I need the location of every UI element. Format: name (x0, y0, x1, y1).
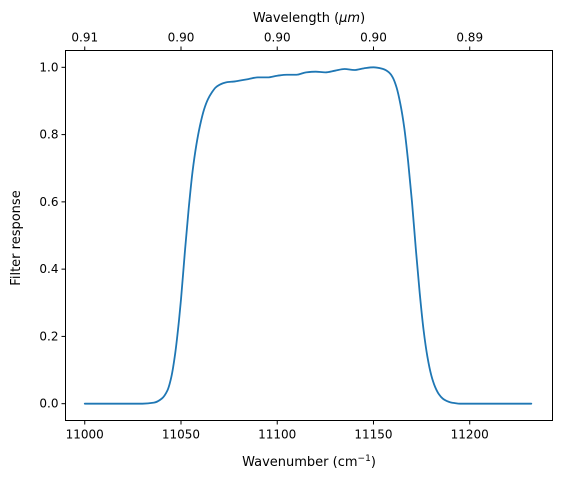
y-tick-label: 0.4 (39, 262, 58, 276)
x-tick-label: 11150 (354, 428, 392, 442)
y-tick-label: 0.8 (39, 128, 58, 142)
y-tick-label: 0.6 (39, 195, 58, 209)
y-tick-label: 1.0 (39, 60, 58, 74)
ticks: 11000 11050 11100 11150 11200 0.91 0.90 0.90 0.9… (39, 31, 488, 442)
plot-frame (65, 50, 553, 421)
x-axis-title: Wavenumber (cm−1) (242, 454, 376, 470)
series-layer (83, 66, 533, 405)
top-tick-label: 0.89 (456, 31, 483, 45)
y-tick-label: 0.2 (39, 329, 58, 343)
top-tick-label: 0.91 (71, 31, 98, 45)
x-tick-label: 11000 (66, 428, 104, 442)
y-axis-title: Filter response (9, 190, 24, 285)
y-tick-label: 0.0 (39, 397, 58, 411)
x-tick-label: 11200 (451, 428, 489, 442)
top-axis-title: Wavelength (μm) (253, 11, 365, 26)
top-tick-label: 0.90 (360, 31, 387, 45)
top-tick-label: 0.90 (168, 31, 195, 45)
filter-response-line (83, 66, 533, 405)
top-tick-label: 0.90 (264, 31, 291, 45)
x-tick-label: 11050 (162, 428, 200, 442)
x-tick-label: 11100 (258, 428, 296, 442)
